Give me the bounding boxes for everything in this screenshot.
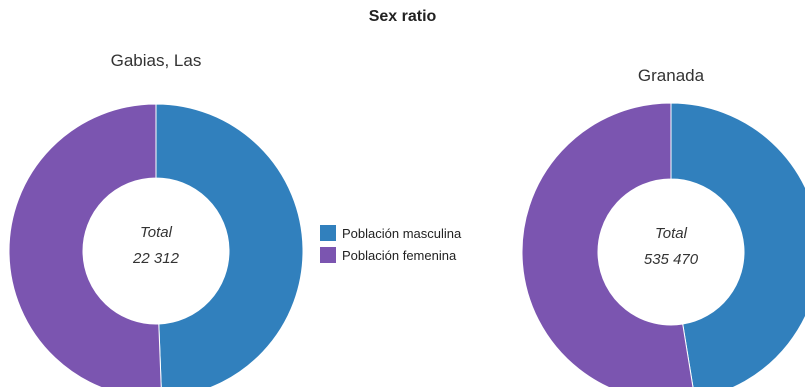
legend-label: Población masculina <box>342 225 462 241</box>
donut-chart-gabias-las: Gabias, Las Total 22 312 <box>8 51 304 387</box>
legend: Población masculina Población femenina <box>320 222 461 266</box>
donut-title: Granada <box>638 66 705 85</box>
legend-swatch <box>320 225 336 241</box>
legend-swatch <box>320 247 336 263</box>
legend-item-femenina[interactable]: Población femenina <box>320 244 461 266</box>
donut-title: Gabias, Las <box>111 51 202 70</box>
legend-item-masculina[interactable]: Población masculina <box>320 222 461 244</box>
donut-center-value: 535 470 <box>644 251 699 268</box>
donut-hole <box>598 179 744 325</box>
donut-center-label: Total <box>140 224 173 241</box>
donut-center-value: 22 312 <box>132 250 180 267</box>
legend-label: Población femenina <box>342 247 457 263</box>
donut-center-label: Total <box>655 225 688 242</box>
chart-title: Sex ratio <box>368 8 437 25</box>
donut-hole <box>83 178 229 324</box>
donut-chart-granada: Granada Total 535 470 <box>521 66 805 387</box>
donut-slices <box>8 103 304 387</box>
